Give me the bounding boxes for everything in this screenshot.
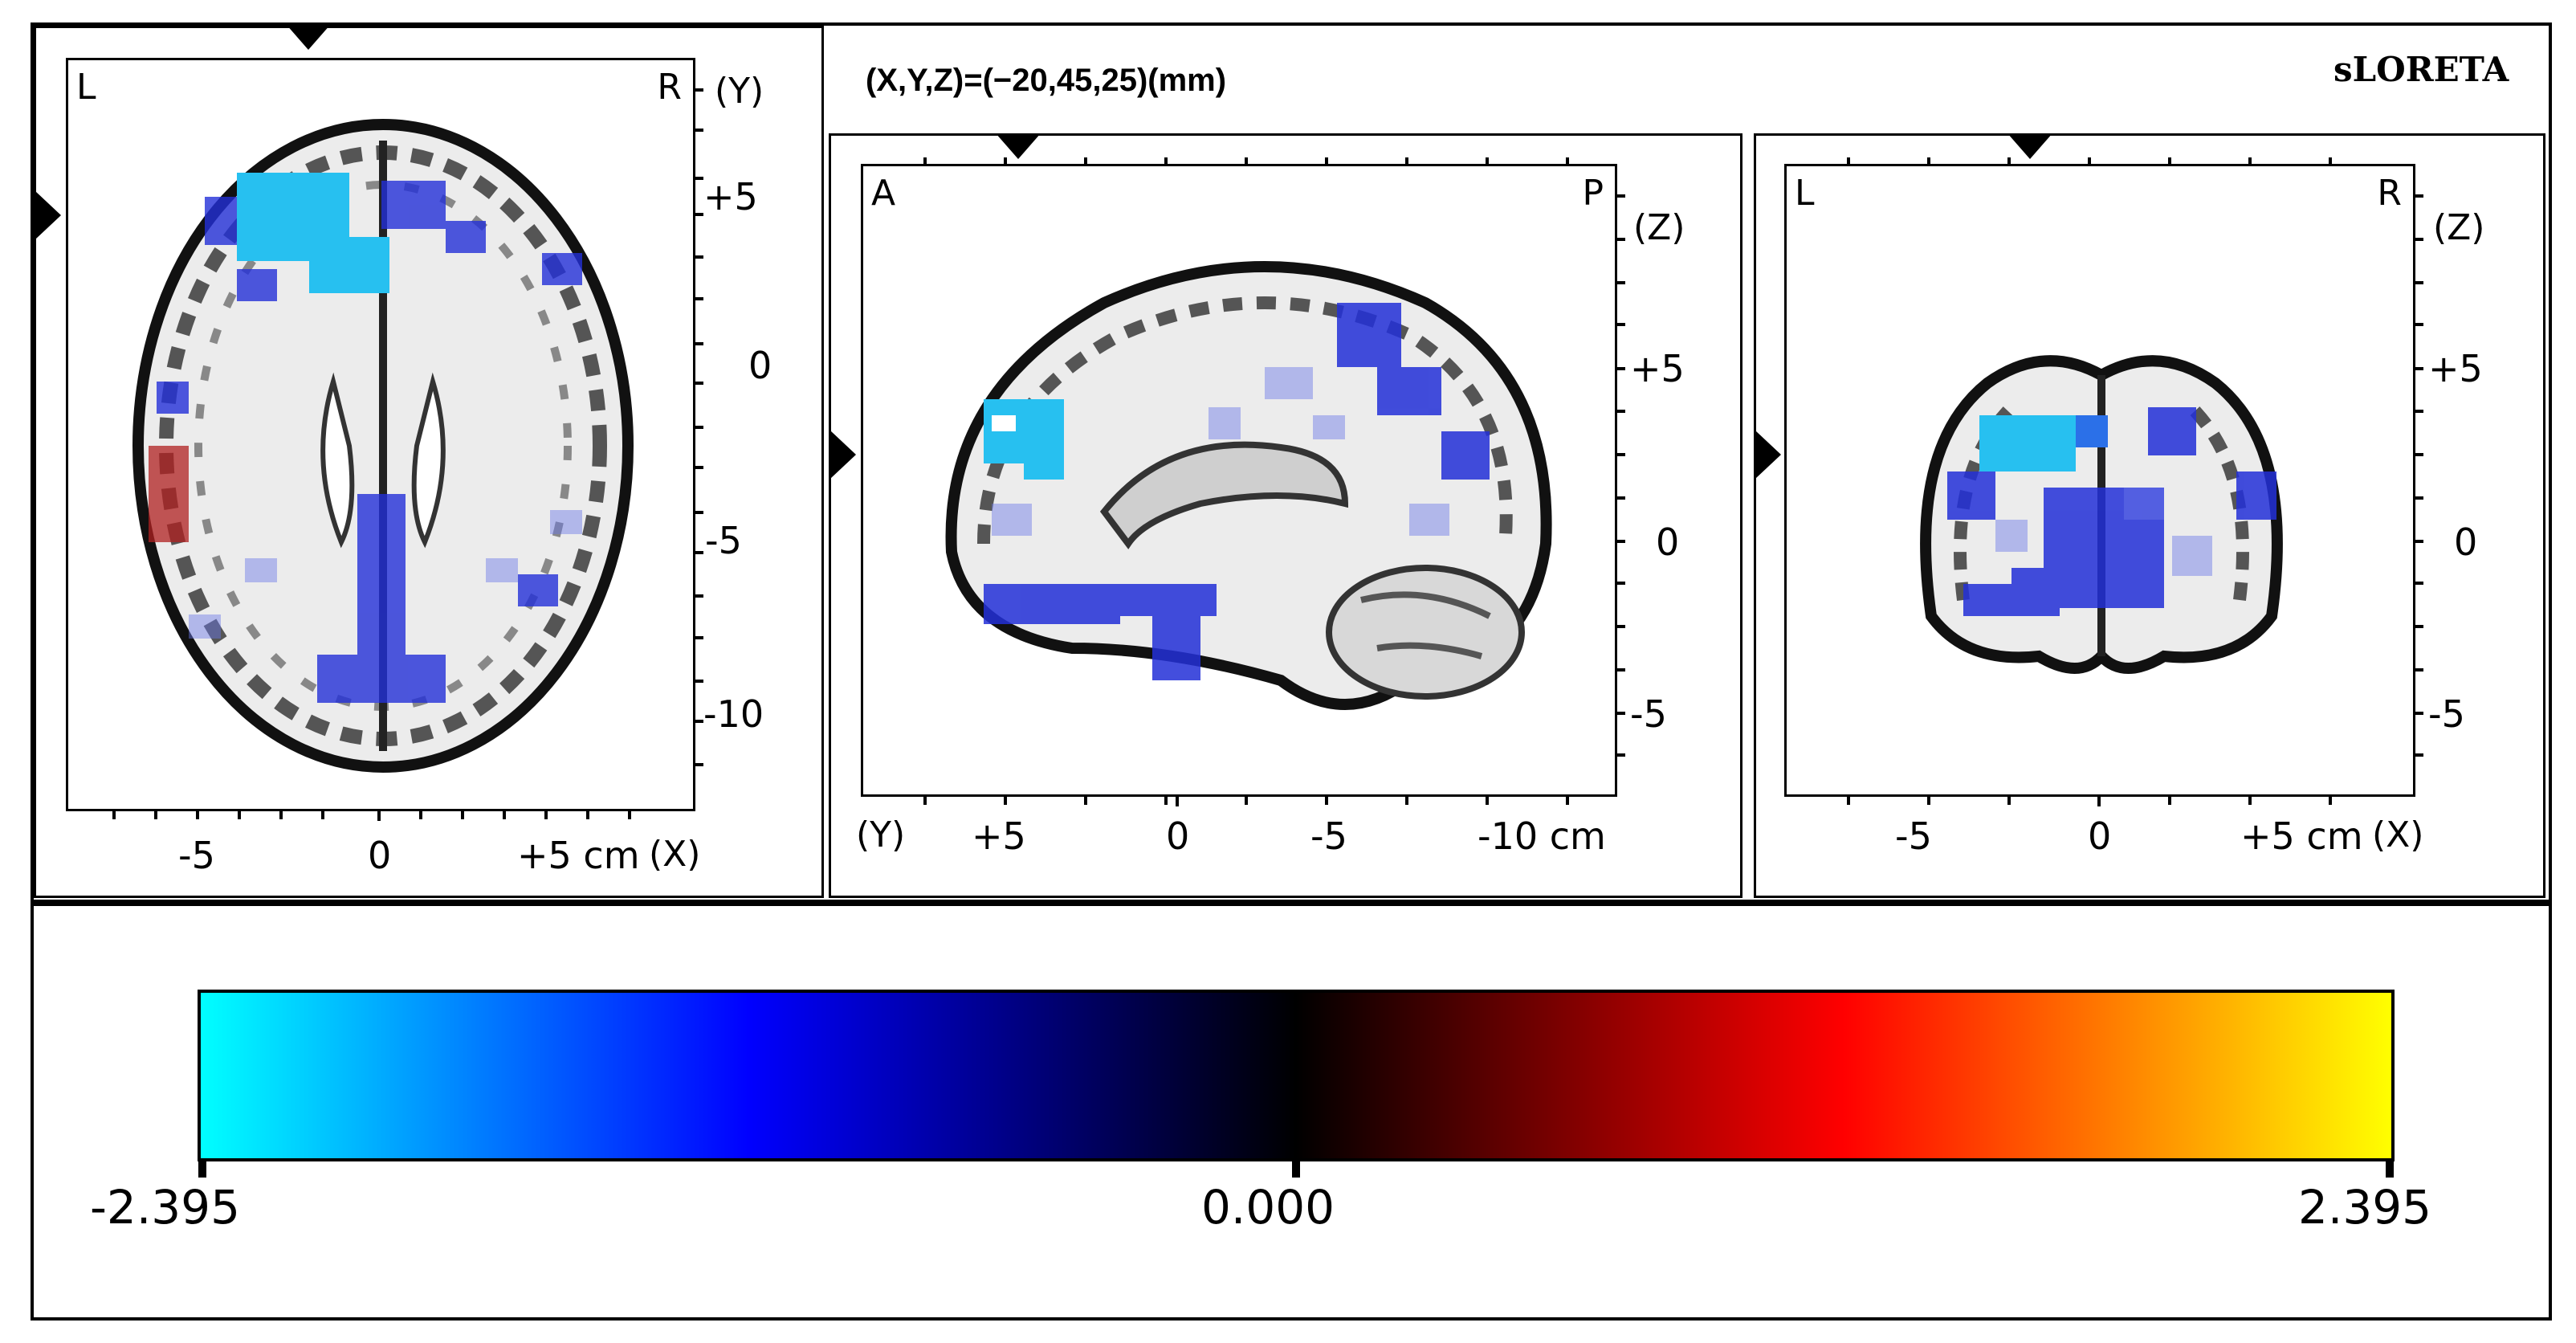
sagittal-y-axis-ticks <box>923 797 1569 806</box>
axial-corner-left: L <box>76 67 96 108</box>
axial-x-axis-ticks <box>112 811 631 821</box>
axial-y-axis-ticks <box>695 88 703 766</box>
coronal-x-tick-label: -5 <box>1895 814 1932 858</box>
sagittal-brain-slice <box>945 261 1552 710</box>
coronal-x-tick-label: +5 cm <box>2240 814 2363 858</box>
sagittal-z-axis-name: (Z) <box>1633 207 1685 248</box>
cursor-coordinates: (X,Y,Z)=(−20,45,25)(mm) <box>866 63 1227 98</box>
sagittal-z-tick-label: +5 <box>1630 347 1685 390</box>
sagittal-top-ticks <box>923 157 1569 164</box>
axial-y-tick-label: 0 <box>748 344 772 387</box>
axial-brain-slice <box>132 119 634 773</box>
axial-y-tick-label: +5 <box>703 175 758 218</box>
axial-image-box[interactable]: L R <box>66 58 695 811</box>
axial-x-tick-label: 0 <box>368 834 392 877</box>
coronal-corner-left: L <box>1795 173 1815 214</box>
axial-y-tick-label: -10 <box>703 692 764 736</box>
sagittal-y-tick-label: -5 <box>1310 814 1347 858</box>
sagittal-y-tick-label: -10 cm <box>1478 814 1606 858</box>
axial-x-tick-label: +5 cm <box>517 834 640 877</box>
axial-x-slice-marker[interactable] <box>286 24 331 51</box>
coronal-z-slice-marker[interactable] <box>1755 431 1783 479</box>
sagittal-y-tick-label: 0 <box>1166 814 1190 858</box>
sagittal-z-tick-label: 0 <box>1656 520 1680 564</box>
coronal-z-axis-name: (Z) <box>2433 207 2485 248</box>
sagittal-z-slice-marker[interactable] <box>830 431 858 479</box>
coronal-brain-slice <box>1920 355 2283 674</box>
coronal-z-axis-ticks <box>2415 194 2423 757</box>
sagittal-z-axis-ticks <box>1617 194 1625 757</box>
coronal-x-tick-label: 0 <box>2088 814 2112 858</box>
colorbar-min-label: -2.395 <box>90 1180 240 1235</box>
coronal-x-axis-name: (X) <box>2372 814 2424 855</box>
sagittal-corner-left: A <box>871 173 896 214</box>
colorbar-gradient <box>198 990 2395 1161</box>
axial-y-axis-name: (Y) <box>715 71 764 112</box>
colorbar-ticks <box>198 1161 2394 1178</box>
coronal-corner-right: R <box>2377 173 2402 214</box>
sagittal-z-tick-label: -5 <box>1630 692 1667 736</box>
coronal-x-slice-marker[interactable] <box>2007 133 2052 161</box>
coronal-image-box[interactable]: L R <box>1784 164 2415 797</box>
axial-y-tick-label: -5 <box>705 519 742 562</box>
sagittal-image-box[interactable]: A P <box>861 164 1617 797</box>
sagittal-y-tick-label: +5 <box>972 814 1026 858</box>
sagittal-y-axis-name: (Y) <box>856 814 906 855</box>
sagittal-y-slice-marker[interactable] <box>996 133 1041 161</box>
method-label: sLORETA <box>2333 50 2509 89</box>
axial-x-axis-name: (X) <box>649 834 701 875</box>
axial-corner-right: R <box>657 67 682 108</box>
axial-y-slice-marker[interactable] <box>35 191 63 239</box>
colorbar-max-label: 2.395 <box>2298 1180 2432 1235</box>
axial-x-tick-label: -5 <box>178 834 215 877</box>
sagittal-corner-right: P <box>1582 173 1604 214</box>
colorbar-mid-label: 0.000 <box>1201 1180 1335 1235</box>
coronal-z-tick-label: -5 <box>2428 692 2465 736</box>
coronal-z-tick-label: 0 <box>2454 520 2478 564</box>
coronal-x-axis-ticks <box>1847 797 2332 806</box>
coronal-top-ticks <box>1847 157 2332 164</box>
coronal-z-tick-label: +5 <box>2428 347 2483 390</box>
